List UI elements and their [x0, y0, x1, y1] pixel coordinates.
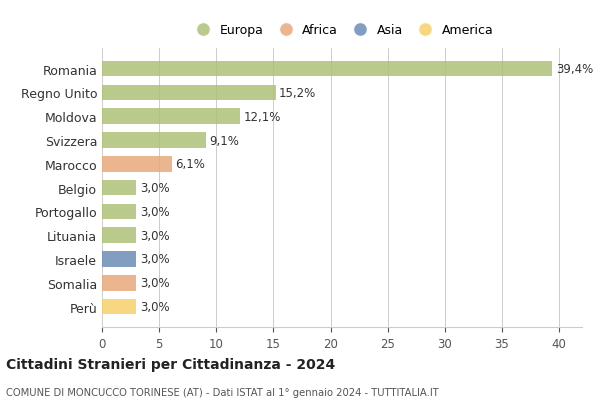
Text: COMUNE DI MONCUCCO TORINESE (AT) - Dati ISTAT al 1° gennaio 2024 - TUTTITALIA.IT: COMUNE DI MONCUCCO TORINESE (AT) - Dati … — [6, 387, 439, 397]
Text: 3,0%: 3,0% — [140, 300, 169, 313]
Bar — [102, 62, 552, 77]
Text: 3,0%: 3,0% — [140, 253, 169, 266]
Bar — [102, 133, 206, 148]
Text: 9,1%: 9,1% — [209, 134, 239, 147]
Bar — [102, 157, 172, 172]
Text: 6,1%: 6,1% — [175, 158, 205, 171]
Bar — [102, 85, 276, 101]
Text: 3,0%: 3,0% — [140, 205, 169, 218]
Bar — [102, 252, 136, 267]
Text: 3,0%: 3,0% — [140, 182, 169, 195]
Legend: Europa, Africa, Asia, America: Europa, Africa, Asia, America — [185, 19, 499, 42]
Text: Cittadini Stranieri per Cittadinanza - 2024: Cittadini Stranieri per Cittadinanza - 2… — [6, 357, 335, 371]
Bar — [102, 228, 136, 243]
Text: 3,0%: 3,0% — [140, 276, 169, 290]
Text: 3,0%: 3,0% — [140, 229, 169, 242]
Bar — [102, 204, 136, 220]
Bar — [102, 180, 136, 196]
Text: 15,2%: 15,2% — [279, 87, 316, 100]
Text: 12,1%: 12,1% — [244, 110, 281, 124]
Text: 39,4%: 39,4% — [556, 63, 593, 76]
Bar — [102, 109, 240, 125]
Bar — [102, 299, 136, 315]
Bar — [102, 275, 136, 291]
